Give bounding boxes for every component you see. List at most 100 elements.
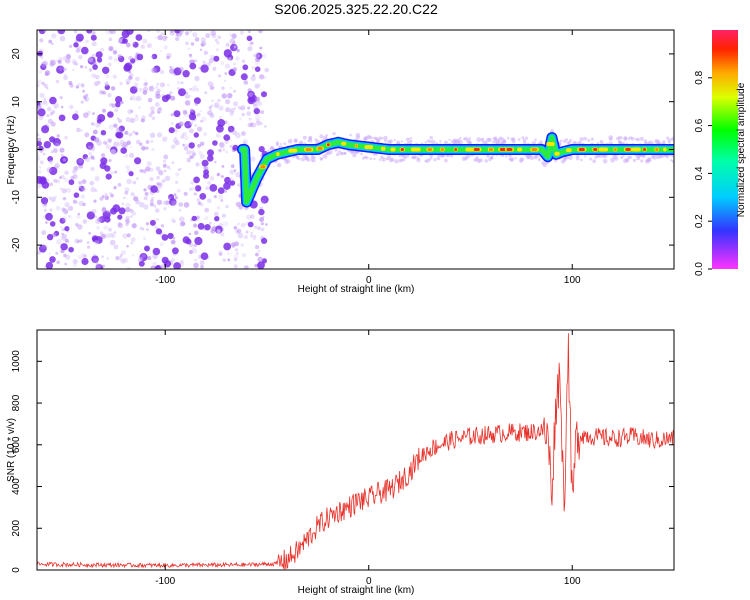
noise-dot (216, 206, 221, 210)
noise-dot (163, 154, 169, 160)
noise-dot (149, 132, 156, 138)
noise-dot (55, 142, 60, 148)
ridge-yellow-spot (288, 148, 298, 153)
noise-dot (95, 74, 100, 80)
noise-dot (254, 244, 260, 250)
ridge-halo-dot (580, 158, 583, 162)
noise-dot (46, 179, 50, 182)
noise-dot (195, 162, 200, 167)
noise-dot (185, 238, 192, 245)
noise-dot (261, 53, 267, 59)
noise-dot (157, 35, 163, 41)
noise-dot (43, 83, 48, 88)
noise-dot (250, 75, 256, 82)
ridge-halo-dot (529, 155, 535, 161)
noise-dot (143, 204, 149, 210)
noise-dot (191, 245, 196, 250)
noise-dot (145, 222, 149, 226)
noise-dot (105, 173, 112, 180)
noise-dot (194, 236, 203, 246)
ridge-halo-dot (509, 157, 515, 162)
noise-dot (62, 233, 67, 239)
noise-dot (223, 79, 227, 83)
noise-dot (104, 165, 111, 172)
noise-dot (198, 150, 203, 156)
noise-dot (124, 153, 129, 158)
noise-dot (183, 202, 190, 208)
noise-dot (80, 65, 84, 69)
spectrogram-y-label: Frequency (Hz) (6, 116, 17, 185)
noise-dot (138, 87, 143, 93)
noise-dot (110, 149, 116, 155)
noise-dot (166, 55, 171, 60)
noise-dot (219, 252, 223, 256)
noise-dot (101, 264, 105, 268)
ridge-halo-dot (400, 140, 403, 143)
noise-dot (121, 30, 130, 38)
noise-dot (237, 232, 244, 239)
noise-dot (41, 125, 50, 134)
noise-dot (233, 101, 239, 107)
noise-dot (64, 170, 69, 175)
ridge-halo-dot (524, 136, 529, 140)
noise-dot (37, 79, 42, 84)
noise-dot (143, 236, 147, 240)
chart-title: S206.2025.325.22.20.C22 (274, 1, 438, 17)
noise-dot (252, 101, 257, 106)
noise-dot (208, 105, 212, 109)
ridge-halo-dot (417, 157, 420, 161)
noise-dot (188, 232, 192, 236)
noise-dot (225, 150, 229, 154)
noise-dot (81, 257, 89, 266)
noise-dot (90, 34, 97, 41)
ridge-halo-dot (277, 162, 282, 168)
noise-dot (227, 252, 230, 255)
noise-dot (124, 187, 130, 193)
noise-dot (52, 232, 57, 237)
y-tick-label: -20 (11, 237, 22, 252)
noise-dot (147, 256, 152, 261)
noise-dot (129, 208, 134, 213)
noise-dot (96, 226, 100, 230)
noise-dot (123, 143, 128, 148)
noise-dot (46, 167, 52, 173)
noise-dot (73, 263, 77, 267)
noise-dot (179, 259, 184, 264)
noise-dot (156, 175, 160, 180)
ridge-halo-dot (319, 134, 324, 139)
noise-dot (261, 237, 268, 244)
noise-dot (170, 217, 176, 223)
noise-dot (260, 222, 264, 226)
ridge-halo-dot (296, 155, 299, 159)
noise-dot (168, 127, 175, 134)
noise-dot (189, 250, 193, 254)
noise-dot (110, 86, 116, 91)
ridge-halo-dot (584, 155, 587, 158)
noise-dot (75, 48, 81, 53)
noise-dot (84, 65, 88, 69)
noise-dot (239, 30, 244, 35)
noise-dot (101, 255, 104, 258)
noise-dot (223, 49, 232, 58)
ridge-halo-dot (376, 139, 380, 144)
noise-dot (196, 215, 200, 219)
noise-dot (199, 48, 203, 51)
noise-dot (85, 39, 89, 44)
noise-dot (178, 88, 186, 97)
noise-dot (213, 55, 220, 62)
noise-dot (39, 38, 44, 43)
noise-dot (217, 187, 225, 195)
noise-dot (182, 143, 185, 147)
noise-dot (85, 141, 94, 150)
noise-dot (150, 106, 155, 111)
noise-dot (37, 83, 40, 87)
noise-dot (180, 135, 185, 139)
noise-dot (126, 140, 131, 146)
ridge-halo-dot (338, 150, 342, 154)
noise-dot (44, 70, 51, 76)
noise-dot (129, 97, 133, 101)
noise-dot (44, 201, 48, 205)
noise-dot (193, 262, 199, 269)
